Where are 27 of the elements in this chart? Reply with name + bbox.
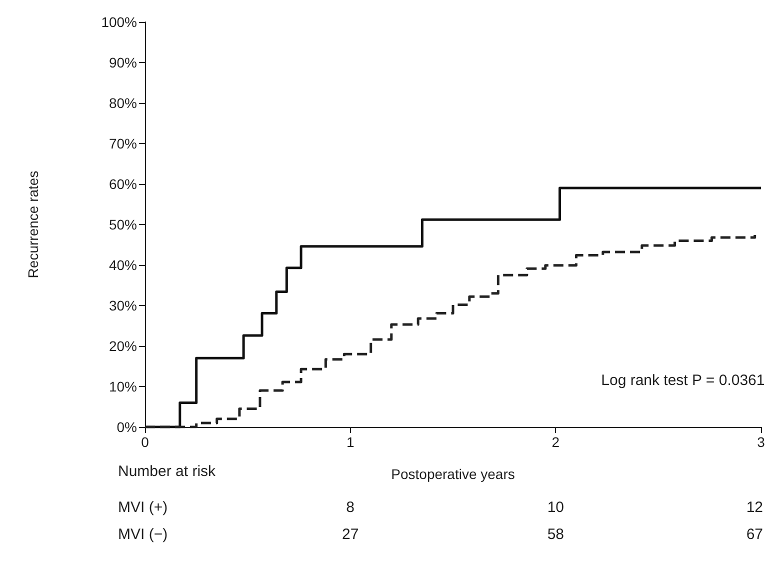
x-tick-label: 1 [346, 434, 354, 450]
y-tick-label: 40% [108, 257, 137, 273]
annotation: Log rank test P = 0.0361 [601, 372, 765, 389]
text: 27 [342, 526, 359, 543]
text: MVI (+) [118, 499, 168, 516]
x-tick-label: 2 [552, 434, 560, 450]
text: MVI (−) [118, 526, 168, 543]
text: 67 [746, 526, 763, 543]
y-tick-label: 0% [116, 419, 137, 435]
text: 12 [746, 499, 763, 516]
y-tick-label: 20% [108, 338, 137, 354]
text: 8 [346, 499, 355, 516]
y-tick-label: 70% [108, 136, 137, 152]
x-tick-label: 0 [141, 434, 150, 450]
y-tick-label: 90% [108, 54, 137, 70]
text: 58 [547, 526, 564, 543]
x-axis-title: Postoperative years [391, 466, 515, 482]
y-tick-label: 100% [101, 14, 137, 30]
y-tick-label: 60% [108, 176, 137, 192]
y-tick-label: 10% [108, 378, 137, 394]
y-axis-title: Recurrence rates [25, 170, 41, 278]
x-tick-label: 3 [757, 434, 766, 450]
y-tick-label: 50% [108, 216, 137, 232]
text: 10 [547, 499, 564, 516]
y-tick-label: 30% [108, 298, 137, 314]
text: Number at risk [118, 463, 216, 480]
y-tick-label: 80% [108, 95, 137, 111]
